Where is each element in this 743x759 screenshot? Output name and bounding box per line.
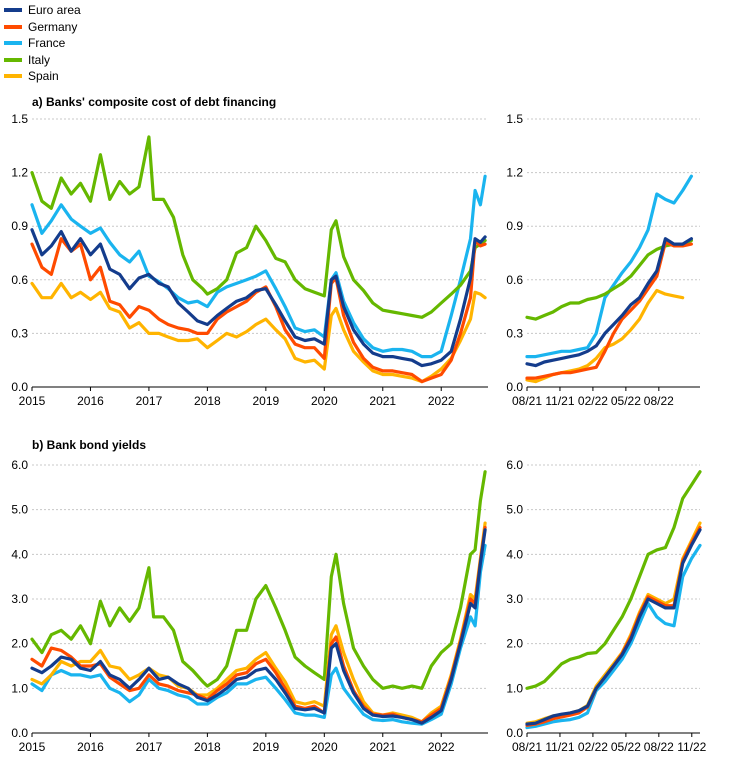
series-line-euro-area (525, 528, 702, 726)
y-tick-label: 1.2 (11, 166, 28, 180)
x-tick-label: 2016 (77, 740, 104, 754)
y-tick-label: 1.5 (11, 112, 28, 126)
panel-b-zoom: 0.0 1.0 2.0 3.0 4.0 5.0 6.0 08/21 11/21 02/22 05/2… (506, 458, 706, 754)
y-tick-label: 0.3 (11, 326, 28, 340)
y-tick-label: 4.0 (506, 547, 523, 561)
y-tick-label: 4.0 (11, 547, 28, 561)
legend-label-spain: Spain (28, 69, 59, 84)
legend-item-germany: Germany (4, 19, 81, 36)
series-line-euro-area (525, 237, 693, 368)
x-tick-label: 2021 (369, 394, 396, 408)
x-tick-label: 11/21 (545, 394, 574, 408)
panel-a-zoom: 0.0 0.3 0.6 0.9 1.2 1.5 08/21 11/21 02/22 05/22 08… (506, 112, 700, 408)
legend-label-italy: Italy (28, 52, 51, 67)
series-line-italy (525, 470, 702, 690)
x-tick-label: 05/22 (611, 394, 641, 408)
y-tick-label: 5.0 (11, 503, 28, 517)
series-line-euro-area (30, 528, 487, 725)
x-tick-label: 2017 (136, 740, 163, 754)
series-line-italy (30, 470, 487, 690)
y-tick-label: 0.0 (11, 380, 28, 394)
series-line-france (30, 174, 487, 359)
y-tick-label: 0.0 (11, 726, 28, 740)
legend-swatch-france (4, 41, 22, 46)
y-tick-label: 1.0 (11, 681, 28, 695)
legend-swatch-euro-area (4, 8, 22, 13)
legend-item-spain: Spain (4, 68, 81, 85)
series-line-germany (30, 237, 487, 384)
x-tick-label: 2022 (428, 740, 455, 754)
legend-swatch-germany (4, 24, 22, 29)
legend-label-germany: Germany (28, 19, 78, 34)
series-line-france (30, 543, 487, 726)
legend-item-euro-area: Euro area (4, 2, 81, 19)
y-tick-label: 0.3 (506, 326, 523, 340)
x-tick-label: 08/22 (644, 394, 674, 408)
panel-a-main: 0.0 0.3 0.6 0.9 1.2 1.5 2015 2016 2017 2018 2019 20… (11, 112, 488, 408)
series-line-spain (30, 281, 487, 384)
x-tick-label: 2018 (194, 740, 221, 754)
y-tick-label: 6.0 (506, 458, 523, 472)
x-tick-label: 2020 (311, 394, 338, 408)
legend-label-france: France (28, 36, 66, 51)
series-line-spain (30, 521, 487, 724)
x-tick-label: 2019 (252, 394, 279, 408)
y-tick-label: 5.0 (506, 503, 523, 517)
x-tick-label: 2017 (136, 394, 163, 408)
panel-b-main: 0.0 1.0 2.0 3.0 4.0 5.0 6.0 2015 2016 2017 2018 201… (11, 458, 488, 754)
y-tick-label: 1.5 (506, 112, 523, 126)
panel-a-title: a) Banks' composite cost of debt financi… (32, 95, 277, 109)
y-tick-label: 6.0 (11, 458, 28, 472)
y-tick-label: 0.6 (11, 273, 28, 287)
x-tick-label: 2018 (194, 394, 221, 408)
x-tick-label: 2022 (428, 394, 455, 408)
y-tick-label: 3.0 (506, 592, 523, 606)
x-tick-label: 2021 (369, 740, 396, 754)
x-tick-label: 08/22 (644, 740, 674, 754)
y-tick-label: 2.0 (11, 637, 28, 651)
y-tick-label: 1.2 (506, 166, 523, 180)
y-tick-label: 2.0 (506, 637, 523, 651)
series-line-france (525, 543, 702, 730)
series-line-euro-area (30, 228, 487, 368)
series-line-germany (30, 525, 487, 724)
y-tick-label: 1.0 (506, 681, 523, 695)
x-tick-label: 08/21 (512, 740, 542, 754)
x-tick-label: 2016 (77, 394, 104, 408)
legend-item-italy: Italy (4, 52, 81, 69)
series-line-italy (30, 135, 487, 319)
y-tick-label: 0.9 (506, 219, 523, 233)
chart-legend: Euro area Germany France Italy Spain (4, 2, 81, 85)
panel-b-title: b) Bank bond yields (32, 438, 147, 452)
legend-item-france: France (4, 35, 81, 52)
x-tick-label: 2015 (19, 394, 46, 408)
y-tick-label: 0.0 (506, 380, 523, 394)
x-tick-label: 2020 (311, 740, 338, 754)
y-tick-label: 0.9 (11, 219, 28, 233)
x-tick-label: 11/22 (677, 740, 706, 754)
x-tick-label: 02/22 (578, 740, 608, 754)
y-tick-label: 3.0 (11, 592, 28, 606)
x-tick-label: 05/22 (611, 740, 641, 754)
series-line-germany (525, 240, 693, 380)
y-tick-label: 0.6 (506, 273, 523, 287)
x-tick-label: 08/21 (512, 394, 542, 408)
x-tick-label: 02/22 (578, 394, 608, 408)
x-tick-label: 2019 (252, 740, 279, 754)
legend-swatch-italy (4, 57, 22, 62)
legend-label-euro-area: Euro area (28, 3, 81, 18)
y-tick-label: 0.0 (506, 726, 523, 740)
x-tick-label: 11/21 (545, 740, 574, 754)
legend-swatch-spain (4, 74, 22, 79)
x-tick-label: 2015 (19, 740, 46, 754)
